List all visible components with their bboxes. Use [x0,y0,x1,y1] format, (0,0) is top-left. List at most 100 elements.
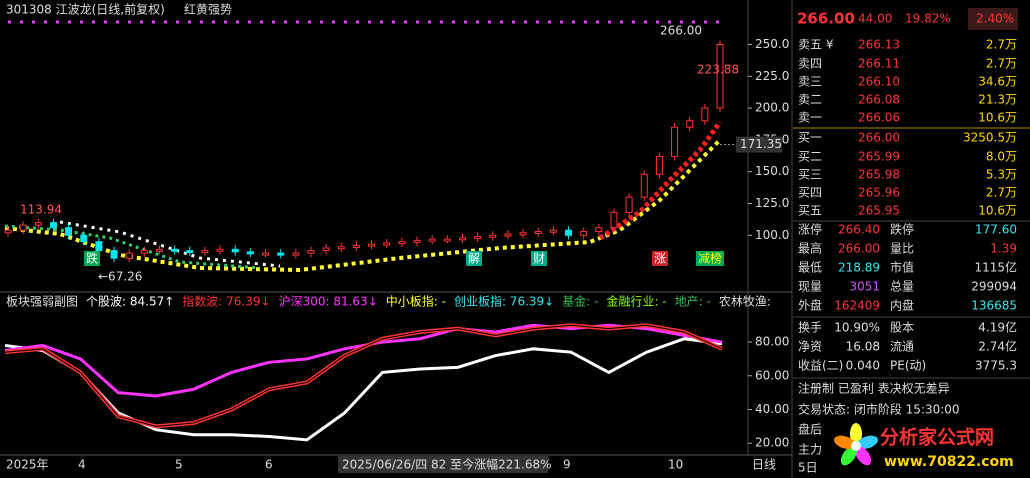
last-price-label: 171.35 [740,137,782,151]
green-dots [4,224,261,270]
logo-core [851,441,861,451]
event-label: 财 [533,252,545,266]
stat-value: 1115亿 [974,260,1017,275]
candle [277,252,285,256]
y-tick-label: 125.0 [755,196,789,210]
candle [337,246,345,250]
stat-label: 最高 [798,241,822,256]
book-volume: 10.6万 [978,204,1017,218]
stat-label: 总量 [890,280,914,294]
candle [549,229,557,233]
legend-item: 金融行业: - [606,294,666,309]
white-dots [59,220,281,268]
candle [458,237,466,241]
stat-value: 1.39 [990,242,1017,256]
candle [34,222,42,226]
stat-value: 16.08 [846,340,880,354]
x-label: 日线 [752,458,776,472]
info-line: 主力 [798,443,822,457]
candle [171,248,179,252]
candle [655,155,663,175]
stat-label: 外盘 [798,298,822,313]
info-box [338,456,548,473]
stat-value: 10.90% [834,321,880,335]
legend-item: 地产: - [675,295,711,309]
candle [262,252,270,256]
candle [246,251,254,255]
candle [125,252,133,259]
stat-label: 涨停 [798,222,822,237]
legend-item: 个股波: 84.57↑ [86,295,174,309]
candle [292,252,300,256]
book-price: 266.13 [858,38,900,52]
stat-label: 量比 [890,242,914,256]
logo-petal [856,435,879,449]
annotation: 223.88 [697,63,739,77]
x-label: 2025年 [6,458,49,472]
event-tag [696,251,724,266]
y-tick-label: 40.00 [755,402,789,416]
legend-item: 中小板指: - [386,294,446,309]
x-label: 6 [265,458,273,472]
candle [110,250,118,259]
book-price: 265.99 [858,150,900,164]
y-tick-label: 150.0 [755,164,789,178]
event-tag [84,251,100,266]
candle [383,242,391,246]
candle [155,248,163,252]
event-label: 涨 [654,251,666,266]
candle [701,107,709,122]
candle [322,247,330,252]
annotation: 113.94 [20,203,62,217]
stat-value: 299094 [971,280,1017,294]
stat-label: 收益(二) [798,359,843,373]
book-price: 266.00 [858,131,900,145]
candle [49,222,57,229]
watermark-url: www.70822.com [884,454,1014,470]
info-line: 盘后 [798,422,822,437]
y-tick-label: 80.00 [755,335,789,349]
book-label: 买三 [798,168,822,182]
stat-value: 3775.3 [975,359,1017,373]
book-volume: 2.7万 [986,38,1017,52]
candle [368,243,376,247]
candle [686,120,694,128]
event-tag [466,251,482,266]
legend-item: 创业板指: 76.39↓ [454,294,554,309]
book-label: 卖三 [798,75,822,89]
book-volume: 2.7万 [986,186,1017,200]
book-price: 266.06 [858,111,900,125]
stat-value: 266.40 [838,223,880,237]
stat-value: 2.74亿 [978,339,1017,354]
x-label: 10 [668,458,683,472]
y-tick-label: 225.0 [755,69,789,83]
legend-item: 指数波: 76.39↓ [182,294,270,309]
candle [19,224,27,231]
candle [534,230,542,234]
book-volume: 21.3万 [978,93,1017,107]
stat-label: 股本 [890,321,914,335]
book-label: 买四 [798,186,822,200]
stat-value: 162409 [834,299,880,313]
candle [625,196,633,213]
book-volume: 8.0万 [986,150,1017,164]
candle [474,236,482,240]
candle [4,229,12,234]
candle [186,250,194,254]
ratio-box [968,8,1018,30]
candle [671,126,679,157]
book-label: 卖二 [798,93,822,107]
legend-item: 沪深300: 81.63↓ [279,295,378,309]
book-label: 卖一 [798,111,822,125]
candle [307,250,315,254]
candle [95,241,103,252]
book-volume: 10.6万 [978,111,1017,125]
stat-value: 177.60 [975,223,1017,237]
logo-petal [854,446,872,466]
candle [443,238,451,242]
book-label: 卖五 ¥ [798,38,834,52]
marks: 100.0125.0150.0175.0200.0225.0250.0171.3… [4,8,1030,475]
price: 266.00 [797,10,855,28]
stat-value: 218.89 [838,261,880,275]
